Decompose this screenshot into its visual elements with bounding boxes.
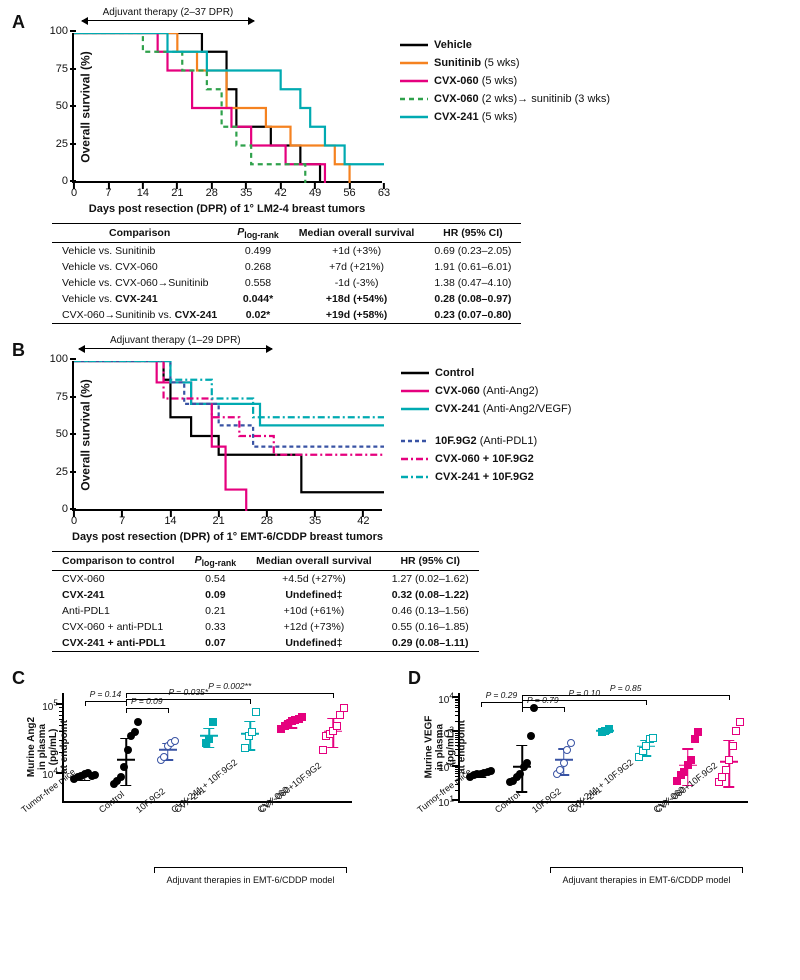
legend-item-cvx241: CVX-241 (5 wks) xyxy=(400,111,610,123)
legend-item-cvx060sun: CVX-060 (2 wks)→ sunitinib (3 wks) xyxy=(400,93,610,105)
stats-table-b: Comparison to controlPlog-rankMedian ove… xyxy=(52,551,479,652)
panel-d-label: D xyxy=(408,668,788,689)
panel-b: B Adjuvant therapy (1–29 DPR) Overall su… xyxy=(12,340,788,652)
therapy-range-b: Adjuvant therapy (1–29 DPR) xyxy=(79,341,272,355)
scatter-d: Murine VEGFin plasma(pg/mL)at endpoint 1… xyxy=(458,693,748,803)
xlabel-a: Days post resection (DPR) of 1° LM2-4 br… xyxy=(72,203,382,215)
survival-chart-a: Overall survival (%) 0714212835424956630… xyxy=(72,33,382,183)
legend-item-pdl1: 10F.9G2 (Anti-PDL1) xyxy=(401,435,571,447)
therapy-range-a: Adjuvant therapy (2–37 DPR) xyxy=(82,13,254,27)
survival-chart-b: Overall survival (%) 0714212835420255075… xyxy=(72,361,382,511)
panel-a: A Adjuvant therapy (2–37 DPR) Overall su… xyxy=(12,12,788,324)
legend-a: Vehicle Sunitinib (5 wks) CVX-060 (5 wks) C… xyxy=(400,33,610,129)
legend-item-cvx060: CVX-060 (5 wks) xyxy=(400,75,610,87)
legend-item-vehicle: Vehicle xyxy=(400,39,610,51)
legend-item-sunitinib: Sunitinib (5 wks) xyxy=(400,57,610,69)
stats-table-a: ComparisonPlog-rankMedian overall surviv… xyxy=(52,223,521,324)
legend-item-cvx241pdl1: CVX-241 + 10F.9G2 xyxy=(401,471,571,483)
panel-c: C Murine Ang2in plasma(pg/mL)at endpoint… xyxy=(12,668,392,891)
legend-b: Control CVX-060 (Anti-Ang2) CVX-241 (Anti-… xyxy=(401,361,571,489)
legend-item-cvx060: CVX-060 (Anti-Ang2) xyxy=(401,385,571,397)
legend-item-cvx241: CVX-241 (Anti-Ang2/VEGF) xyxy=(401,403,571,415)
xlabel-b: Days post resection (DPR) of 1° EMT-6/CD… xyxy=(72,531,383,543)
legend-item-control: Control xyxy=(401,367,571,379)
legend-item-cvx060pdl1: CVX-060 + 10F.9G2 xyxy=(401,453,571,465)
panel-d: D Murine VEGFin plasma(pg/mL)at endpoint… xyxy=(408,668,788,891)
scatter-c: Murine Ang2in plasma(pg/mL)at endpoint 1… xyxy=(62,693,352,803)
